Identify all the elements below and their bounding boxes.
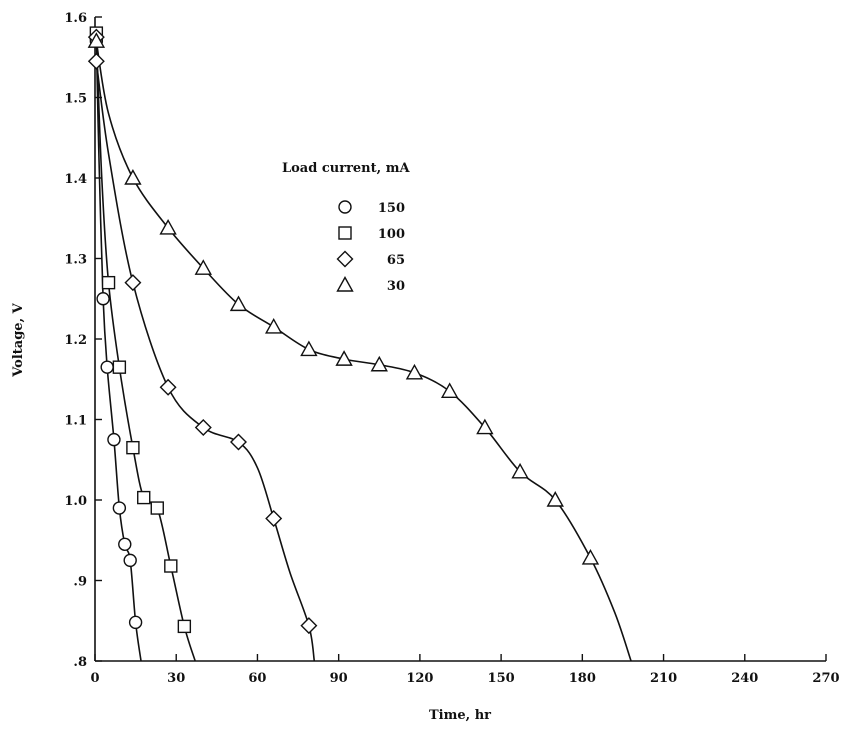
data-point-triangle-30 xyxy=(159,218,177,235)
y-tick-label: .9 xyxy=(73,575,87,590)
x-tick-label: 30 xyxy=(167,671,185,686)
legend-entry-30: 30 xyxy=(336,276,405,294)
data-point-circle-150 xyxy=(112,501,127,515)
data-point-diamond-65 xyxy=(159,378,177,396)
x-tick-label: 0 xyxy=(90,671,99,686)
data-point-triangle-30 xyxy=(300,340,318,357)
x-tick-label: 180 xyxy=(569,671,596,686)
y-tick-label: 1.2 xyxy=(64,333,87,348)
data-point-diamond-65 xyxy=(265,510,283,528)
data-point-triangle-30 xyxy=(229,295,248,312)
legend-label: 100 xyxy=(378,227,405,242)
legend-entry-100: 100 xyxy=(338,226,405,242)
y-tick-label: 1.6 xyxy=(64,11,87,26)
data-point-square-100 xyxy=(164,559,178,573)
legend-entry-65: 65 xyxy=(336,250,405,268)
data-point-circle-150 xyxy=(107,432,121,447)
y-tick-label: 1.4 xyxy=(64,172,87,187)
x-tick-label: 60 xyxy=(248,671,266,686)
series-line-100 xyxy=(95,37,196,662)
legend-label: 30 xyxy=(387,279,405,294)
y-axis-label: Voltage, V xyxy=(11,302,26,377)
data-point-triangle-30 xyxy=(405,363,424,380)
data-point-diamond-65 xyxy=(124,274,142,292)
data-point-diamond-65 xyxy=(300,617,318,635)
data-point-triangle-30 xyxy=(546,491,564,507)
legend-entries: 150 100 65 30 xyxy=(336,200,405,294)
legend-title: Load current, mA xyxy=(282,161,410,176)
y-tick-label: 1.5 xyxy=(64,92,87,107)
data-point-triangle-30 xyxy=(476,418,494,435)
series-line-150 xyxy=(95,41,142,662)
ticks: 0 30 60 90 120 150 180 210 240 270 .8 .9 1.0 1.1 1.2 1.… xyxy=(64,11,839,686)
data-point-square-100 xyxy=(150,501,164,515)
x-axis-label: Time, hr xyxy=(429,708,491,723)
legend-label: 150 xyxy=(378,201,405,216)
data-point-triangle-30 xyxy=(581,549,600,565)
data-point-square-100 xyxy=(177,619,192,634)
legend: Load current, mA 150 100 65 30 xyxy=(282,161,410,294)
data-point-circle-150 xyxy=(123,553,137,568)
legend-marker-diamond xyxy=(336,250,354,268)
x-tick-label: 120 xyxy=(406,671,433,686)
data-point-diamond-65 xyxy=(194,419,212,437)
legend-marker-circle xyxy=(338,200,352,214)
data-point-square-100 xyxy=(112,360,127,374)
data-point-triangle-30 xyxy=(335,350,353,366)
x-tick-label: 150 xyxy=(488,671,515,686)
x-tick-label: 270 xyxy=(812,671,839,686)
legend-marker-square xyxy=(338,226,352,240)
data-point-diamond-65 xyxy=(230,433,247,451)
data-point-square-100 xyxy=(126,440,140,455)
series-line-65 xyxy=(95,61,316,662)
data-point-triangle-30 xyxy=(87,32,106,48)
markers xyxy=(87,26,600,635)
data-point-square-100 xyxy=(137,490,151,505)
legend-label: 65 xyxy=(387,253,405,268)
y-tick-label: 1.0 xyxy=(64,494,87,509)
data-point-triangle-30 xyxy=(511,462,529,479)
data-point-triangle-30 xyxy=(370,355,388,372)
data-point-triangle-30 xyxy=(194,259,212,275)
data-point-circle-150 xyxy=(100,360,114,374)
legend-marker-triangle xyxy=(336,276,354,292)
data-point-triangle-30 xyxy=(264,317,283,334)
data-point-circle-150 xyxy=(118,537,132,551)
x-tick-label: 210 xyxy=(650,671,677,686)
axes xyxy=(94,17,826,662)
data-point-circle-150 xyxy=(128,615,143,630)
data-point-diamond-65 xyxy=(87,52,105,70)
data-point-triangle-30 xyxy=(124,169,142,185)
x-tick-label: 240 xyxy=(731,671,758,686)
legend-entry-150: 150 xyxy=(338,200,405,216)
data-point-triangle-30 xyxy=(440,382,459,399)
data-point-circle-150 xyxy=(96,292,110,306)
x-tick-label: 90 xyxy=(330,671,348,686)
y-tick-label: .8 xyxy=(73,655,87,670)
y-tick-label: 1.1 xyxy=(64,414,87,429)
data-point-square-100 xyxy=(101,275,116,290)
y-tick-label: 1.3 xyxy=(64,253,87,268)
